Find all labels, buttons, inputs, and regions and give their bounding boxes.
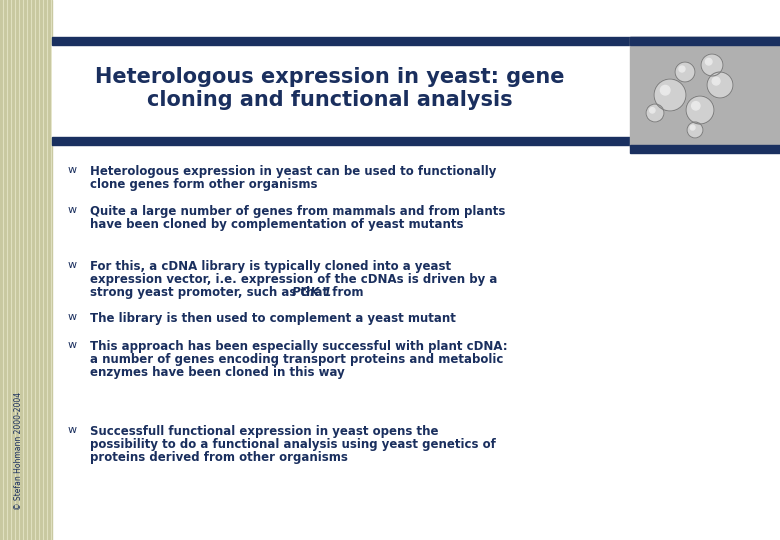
Bar [630, 37, 780, 147]
Text: PGK 1: PGK 1 [292, 286, 332, 299]
Text: w: w [67, 312, 76, 322]
Bar [52, 137, 632, 145]
Circle shape [675, 62, 695, 82]
Bar [52, 37, 780, 45]
Text: Successfull functional expression in yeast opens the: Successfull functional expression in yea… [90, 425, 438, 438]
Text: w: w [67, 340, 76, 350]
Text: This approach has been especially successful with plant cDNA:: This approach has been especially succes… [90, 340, 508, 353]
Text: w: w [67, 260, 76, 270]
Circle shape [654, 79, 686, 111]
Text: enzymes have been cloned in this way: enzymes have been cloned in this way [90, 366, 345, 379]
Circle shape [701, 54, 723, 76]
Text: w: w [67, 205, 76, 215]
Text: cloning and functional analysis: cloning and functional analysis [147, 90, 512, 110]
Text: expression vector, i.e. expression of the cDNAs is driven by a: expression vector, i.e. expression of th… [90, 273, 498, 286]
Circle shape [661, 85, 670, 95]
Text: a number of genes encoding transport proteins and metabolic: a number of genes encoding transport pro… [90, 353, 503, 366]
Text: strong yeast promoter, such as that from: strong yeast promoter, such as that from [90, 286, 367, 299]
Text: © Stefan Hohmann 2000-2004: © Stefan Hohmann 2000-2004 [14, 392, 23, 510]
Text: have been cloned by complementation of yeast mutants: have been cloned by complementation of y… [90, 218, 463, 231]
Circle shape [687, 122, 703, 138]
Circle shape [707, 72, 733, 98]
Circle shape [650, 107, 655, 113]
Circle shape [679, 66, 685, 72]
Text: For this, a cDNA library is typically cloned into a yeast: For this, a cDNA library is typically cl… [90, 260, 451, 273]
Text: possibility to do a functional analysis using yeast genetics of: possibility to do a functional analysis … [90, 438, 496, 451]
Text: w: w [67, 165, 76, 175]
Circle shape [712, 77, 720, 85]
Circle shape [686, 96, 714, 124]
Text: w: w [67, 425, 76, 435]
Circle shape [690, 125, 695, 130]
Text: Heterologous expression in yeast: gene: Heterologous expression in yeast: gene [95, 67, 565, 87]
Circle shape [646, 104, 664, 122]
Circle shape [705, 58, 712, 65]
Circle shape [692, 102, 700, 110]
Text: clone genes form other organisms: clone genes form other organisms [90, 178, 317, 191]
Bar [52, 45, 632, 137]
Bar [630, 37, 780, 45]
Text: The library is then used to complement a yeast mutant: The library is then used to complement a… [90, 312, 456, 325]
Text: proteins derived from other organisms: proteins derived from other organisms [90, 451, 348, 464]
Text: Quite a large number of genes from mammals and from plants: Quite a large number of genes from mamma… [90, 205, 505, 218]
Bar [630, 145, 780, 153]
Text: Heterologous expression in yeast can be used to functionally: Heterologous expression in yeast can be … [90, 165, 496, 178]
Bar [0, 0, 52, 540]
